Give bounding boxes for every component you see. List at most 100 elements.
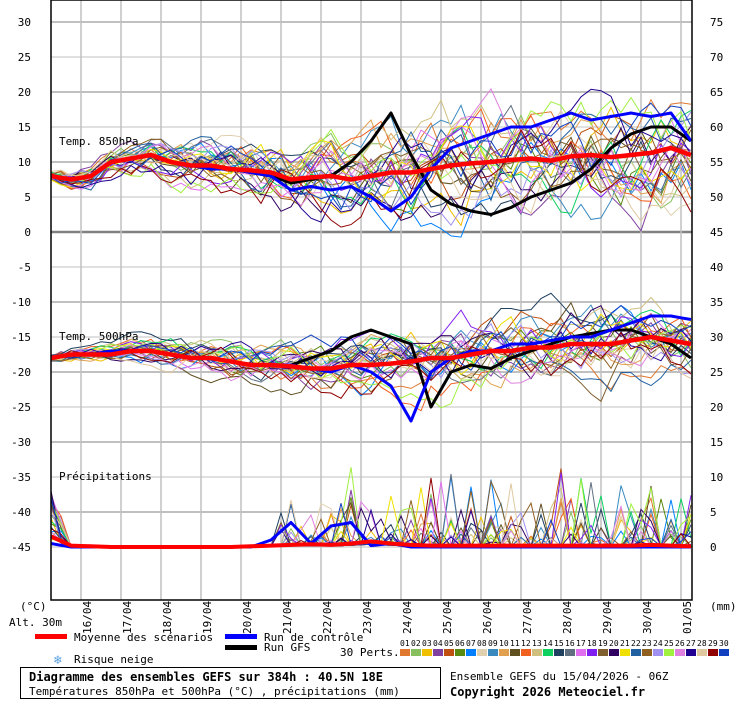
- member-id-label: 10: [499, 639, 509, 648]
- title-box: [20, 667, 441, 699]
- panel-label-t850: Temp. 850hPa: [59, 135, 138, 148]
- member-id-label: 05: [444, 639, 454, 648]
- legend-mean-swatch: [35, 634, 67, 639]
- left-unit: (°C): [20, 600, 47, 613]
- member-color-swatch: [598, 649, 608, 656]
- member-id-label: 26: [675, 639, 685, 648]
- left-axis: 30 25 20 15 10 5 0 -5 -10 -15 -20 -25 -30 -35 -40 -45: [11, 16, 31, 554]
- member-19-t500-line: [50, 327, 692, 403]
- member-id-label: 27: [686, 639, 696, 648]
- date-tick-label: 19/04: [201, 601, 214, 634]
- member-color-swatch: [521, 649, 531, 656]
- member-10-t500-line: [50, 332, 692, 389]
- member-id-label: 17: [576, 639, 586, 648]
- member-28-t500-line: [50, 341, 692, 379]
- member-color-swatch: [411, 649, 421, 656]
- panel-label-precip: Précipitations: [59, 470, 152, 483]
- date-tick-label: 27/04: [521, 601, 534, 634]
- date-tick-label: 18/04: [161, 601, 174, 634]
- right-tick-label: 65: [710, 86, 723, 99]
- member-color-swatch: [653, 649, 663, 656]
- left-tick-label: -30: [11, 436, 31, 449]
- plot-frame: [50, 0, 693, 601]
- member-color-swatch: [455, 649, 465, 656]
- member-id-label: 09: [488, 639, 498, 648]
- date-tick-label: 23/04: [361, 601, 374, 634]
- member-color-swatch: [708, 649, 718, 656]
- date-tick-label: 01/05: [681, 601, 694, 634]
- member-29-t850-line: [50, 128, 692, 228]
- member-color-swatch: [719, 649, 729, 656]
- member-id-label: 01: [400, 639, 410, 648]
- member-id-label: 11: [510, 639, 520, 648]
- member-id-label: 13: [532, 639, 542, 648]
- mean-precip-line: [50, 534, 692, 549]
- member-color-swatch: [477, 649, 487, 656]
- member-id-label: 30: [719, 639, 729, 648]
- member-color-swatch: [587, 649, 597, 656]
- member-color-swatch: [576, 649, 586, 656]
- right-tick-label: 25: [710, 366, 723, 379]
- run-info: Ensemble GEFS du 15/04/2026 - 06Z: [450, 670, 669, 683]
- member-25-t850-line: [50, 96, 692, 194]
- member-30-t500-line: [50, 304, 692, 371]
- member-color-swatch: [422, 649, 432, 656]
- member-color-swatch: [510, 649, 520, 656]
- date-tick-label: 21/04: [281, 601, 294, 634]
- date-tick-label: 22/04: [321, 601, 334, 634]
- main-series: [50, 111, 693, 549]
- member-id-label: 28: [697, 639, 707, 648]
- member-legend: 01 02 03 04 05 06 07 08 09 10 11 12 13 14 15 16 17 18 19 20…: [400, 639, 729, 656]
- member-28-t850-line: [50, 149, 692, 222]
- member-color-swatch: [554, 649, 564, 656]
- left-tick-label: 20: [18, 86, 31, 99]
- chart-title: Diagramme des ensembles GEFS sur 384h : …: [29, 670, 383, 684]
- left-tick-label: 25: [18, 51, 31, 64]
- member-color-swatch: [433, 649, 443, 656]
- member-id-label: 15: [554, 639, 564, 648]
- right-tick-label: 35: [710, 296, 723, 309]
- legend-gfs-swatch: [225, 645, 257, 650]
- right-tick-label: 55: [710, 156, 723, 169]
- date-tick-label: 26/04: [481, 601, 494, 634]
- left-tick-label: -25: [11, 401, 31, 414]
- legend-perts-label: 30 Perts.: [340, 646, 400, 659]
- legend-snow-label: Risque neige: [74, 653, 153, 666]
- member-id-label: 02: [411, 639, 421, 648]
- right-tick-label: 60: [710, 121, 723, 134]
- member-17-t850-line: [50, 117, 692, 215]
- right-tick-label: 75: [710, 16, 723, 29]
- mean-t850-line: [50, 145, 692, 182]
- member-color-swatch: [444, 649, 454, 656]
- right-tick-label: 45: [710, 226, 723, 239]
- legend-control-label: Run de contrôle: [264, 631, 363, 644]
- member-id-label: 29: [708, 639, 718, 648]
- member-color-swatch: [488, 649, 498, 656]
- member-color-swatch: [543, 649, 553, 656]
- date-tick-label: 29/04: [601, 601, 614, 634]
- legend-gfs-label: Run GFS: [264, 641, 310, 654]
- date-tick-label: 24/04: [401, 601, 414, 634]
- left-tick-label: -20: [11, 366, 31, 379]
- member-id-label: 07: [466, 639, 476, 648]
- legend: Moyenne des scénarios Run de contrôle Ru…: [35, 631, 729, 668]
- member-23-t850-line: [50, 135, 692, 207]
- member-id-label: 20: [609, 639, 619, 648]
- right-tick-label: 5: [710, 506, 717, 519]
- legend-mean-label: Moyenne des scénarios: [74, 631, 213, 644]
- member-09-precip-line: [50, 485, 692, 548]
- member-color-swatch: [631, 649, 641, 656]
- left-tick-label: 5: [24, 191, 31, 204]
- right-tick-label: 15: [710, 436, 723, 449]
- member-23-t500-line: [50, 313, 692, 393]
- right-tick-label: 20: [710, 401, 723, 414]
- date-tick-label: 25/04: [441, 601, 454, 634]
- right-tick-label: 70: [710, 51, 723, 64]
- member-color-swatch: [609, 649, 619, 656]
- date-tick-label: 20/04: [241, 601, 254, 634]
- date-tick-label: 30/04: [641, 601, 654, 634]
- left-tick-label: -45: [11, 541, 31, 554]
- copyright: Copyright 2026 Meteociel.fr: [450, 685, 645, 699]
- member-id-label: 21: [620, 639, 630, 648]
